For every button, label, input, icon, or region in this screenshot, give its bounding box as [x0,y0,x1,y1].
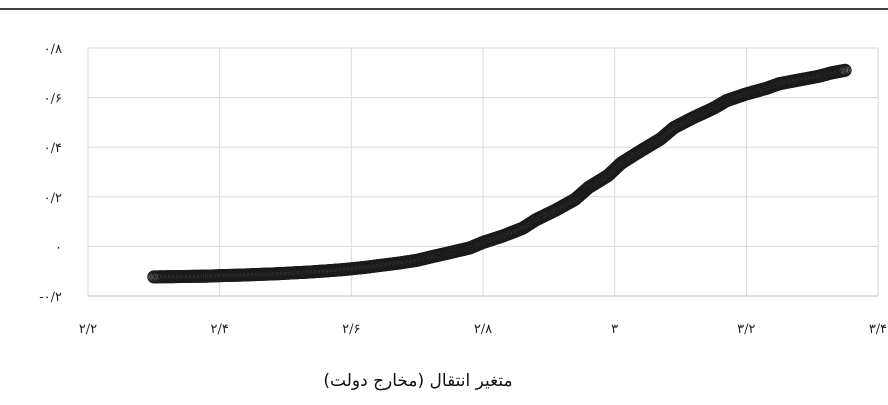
y-tick-label: -۰/۲ [39,290,62,305]
tick-labels: ۲/۲ ۲/۴ ۲/۶ ۲/۸ ۳ ۳/۲ ۳/۴ -۰/۲ ۰ ۰/۲ ۰/۴ ۰/۶ ۰/۸ [39,42,887,337]
data-point [838,63,852,77]
data-series [147,63,852,284]
x-tick-label: ۲/۸ [474,322,492,337]
y-tick-label: ۰/۴ [44,141,62,156]
x-tick-label: ۳/۲ [737,322,755,337]
x-tick-label: ۳/۴ [869,322,887,337]
y-tick-label: ۰/۶ [44,92,62,107]
y-tick-label: ۰ [55,240,62,255]
x-tick-label: ۲/۴ [210,322,228,337]
y-tick-label: ۰/۸ [44,42,62,57]
x-tick-label: ۲/۶ [342,322,360,337]
x-axis-title: متغیر انتقال (مخارج دولت) [323,371,512,391]
y-tick-label: ۰/۲ [44,191,62,206]
x-tick-label: ۳ [611,322,618,337]
x-tick-label: ۲/۲ [79,322,97,337]
